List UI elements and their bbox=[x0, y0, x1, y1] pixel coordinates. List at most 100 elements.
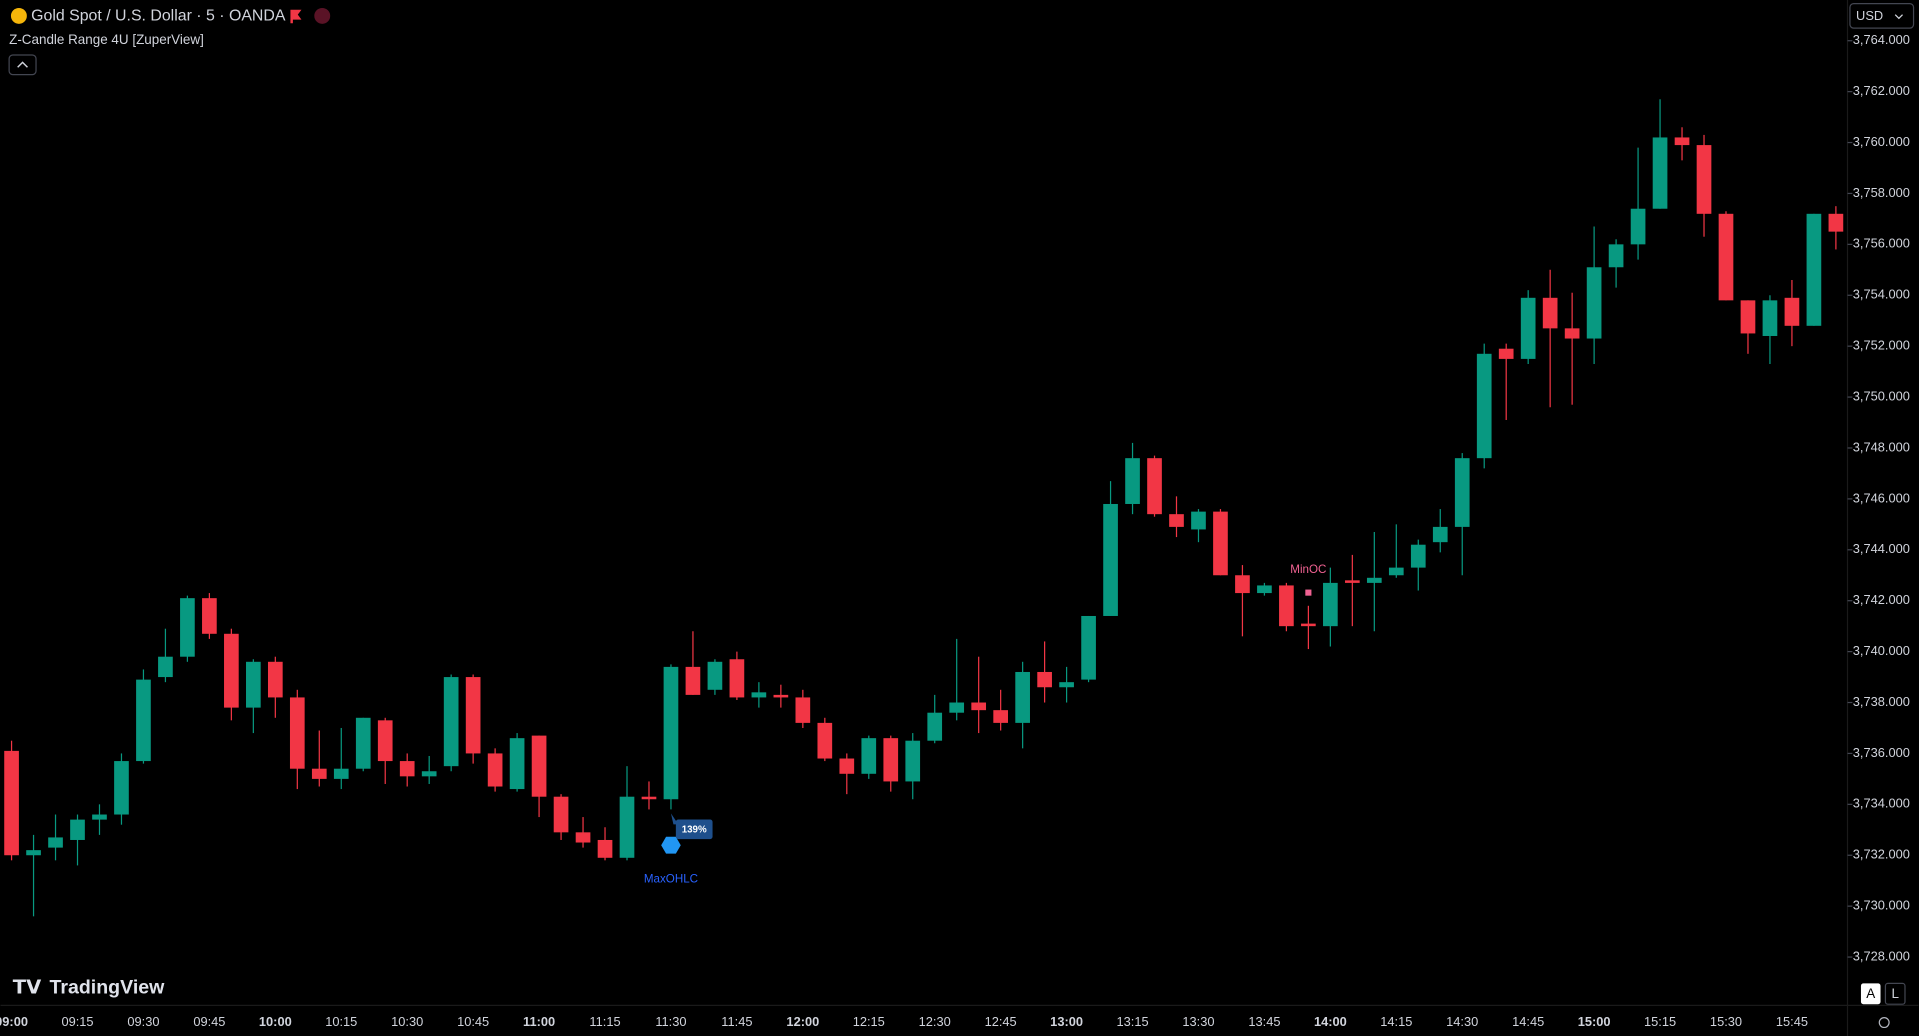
y-tick-label: 3,730.000 bbox=[1853, 898, 1910, 913]
symbol-title: Gold Spot / U.S. Dollar · 5 · OANDA bbox=[31, 8, 286, 25]
candle-body bbox=[1103, 503, 1118, 616]
candle-body bbox=[48, 837, 63, 848]
candle-body bbox=[224, 633, 239, 708]
x-tick-label: 13:15 bbox=[1116, 1014, 1148, 1029]
candle-body bbox=[1191, 511, 1206, 530]
candle-body bbox=[707, 661, 723, 690]
candle-body bbox=[1410, 544, 1426, 568]
y-tick-label: 3,728.000 bbox=[1853, 948, 1910, 963]
candle-body bbox=[377, 720, 393, 762]
x-tick-label: 12:30 bbox=[919, 1014, 951, 1029]
x-tick-label: 11:00 bbox=[523, 1014, 555, 1029]
x-tick-label: 11:30 bbox=[655, 1014, 686, 1029]
y-tick-label: 3,738.000 bbox=[1853, 694, 1910, 709]
candle-body bbox=[1630, 208, 1646, 245]
x-tick-label: 14:15 bbox=[1380, 1014, 1412, 1029]
x-tick-label: 13:30 bbox=[1182, 1014, 1214, 1029]
candle-body bbox=[311, 768, 327, 779]
collapse-icon bbox=[17, 61, 28, 68]
status-icon bbox=[314, 7, 331, 24]
candle-body bbox=[267, 661, 283, 698]
candle-body bbox=[289, 697, 305, 769]
x-tick-label: 15:30 bbox=[1710, 1014, 1742, 1029]
pct-box bbox=[675, 819, 713, 840]
log-scale-button[interactable] bbox=[1884, 982, 1906, 1005]
x-tick-label: 12:15 bbox=[853, 1014, 885, 1029]
candle-body bbox=[839, 758, 855, 774]
candle-body bbox=[531, 735, 547, 797]
flag-icon[interactable] bbox=[290, 9, 302, 24]
x-tick-label: 11:15 bbox=[589, 1014, 620, 1029]
logo-mark: 𝗧𝗩 bbox=[13, 976, 42, 998]
candle-body bbox=[1674, 137, 1690, 146]
candle-body bbox=[509, 738, 525, 790]
candle-body bbox=[355, 717, 371, 769]
candle-body bbox=[1762, 300, 1778, 336]
candle-body bbox=[1169, 514, 1184, 527]
candle-body bbox=[1828, 213, 1844, 232]
candle-body bbox=[1257, 585, 1272, 594]
candle-body bbox=[1213, 511, 1228, 576]
currency-button[interactable] bbox=[1849, 3, 1915, 29]
candle-body bbox=[26, 850, 41, 856]
candle-body bbox=[1806, 213, 1822, 326]
candle-body bbox=[795, 697, 811, 723]
x-tick-label: 10:45 bbox=[457, 1014, 489, 1029]
candle-body bbox=[1388, 567, 1404, 576]
candle-body bbox=[246, 661, 261, 708]
y-tick-label: 3,746.000 bbox=[1853, 490, 1910, 505]
candle-body bbox=[817, 722, 833, 759]
x-tick-label: 14:45 bbox=[1512, 1014, 1544, 1029]
x-tick-label: 09:15 bbox=[61, 1014, 93, 1029]
y-tick-label: 3,748.000 bbox=[1853, 439, 1910, 454]
candle-body bbox=[443, 677, 459, 767]
candle-body bbox=[1498, 348, 1514, 359]
y-tick-label: 3,756.000 bbox=[1853, 236, 1910, 251]
candle-body bbox=[751, 692, 767, 698]
auto-scale-button[interactable] bbox=[1860, 983, 1881, 1005]
candle-body bbox=[1344, 580, 1360, 583]
candle-body bbox=[1784, 297, 1800, 326]
candle-body bbox=[1015, 671, 1030, 723]
candle-body bbox=[1147, 458, 1162, 515]
candle-body bbox=[1037, 671, 1052, 688]
candle-body bbox=[773, 694, 789, 698]
candle-body bbox=[1125, 458, 1140, 504]
candle-body bbox=[1301, 623, 1316, 627]
x-tick-label: 12:45 bbox=[985, 1014, 1017, 1029]
pct-label: 139% bbox=[682, 824, 707, 835]
brand-logo: TradingView bbox=[49, 976, 165, 998]
candle-body bbox=[1740, 300, 1756, 334]
candle-body bbox=[1696, 145, 1712, 214]
candle-body bbox=[1476, 353, 1492, 459]
candle-body bbox=[971, 702, 987, 711]
candle-body bbox=[949, 702, 965, 713]
candle-body bbox=[1564, 328, 1580, 339]
candle-body bbox=[465, 677, 481, 754]
candle-body bbox=[70, 819, 85, 840]
y-tick-label: 3,762.000 bbox=[1853, 83, 1910, 98]
collapse-button[interactable] bbox=[8, 54, 37, 76]
candle-body bbox=[1652, 137, 1668, 209]
candle-body bbox=[619, 796, 635, 858]
x-tick-label: 13:00 bbox=[1050, 1014, 1083, 1029]
candle-body bbox=[927, 712, 943, 741]
x-tick-label: 15:15 bbox=[1644, 1014, 1676, 1029]
x-tick-label: 10:30 bbox=[391, 1014, 423, 1029]
currency-caret bbox=[1894, 14, 1903, 20]
x-tick-label: 09:45 bbox=[193, 1014, 225, 1029]
y-tick-label: 3,736.000 bbox=[1853, 745, 1910, 760]
candle-body bbox=[399, 761, 415, 777]
y-tick-label: 3,744.000 bbox=[1853, 541, 1910, 556]
candle-body bbox=[553, 796, 569, 833]
x-tick-label: 11:45 bbox=[721, 1014, 752, 1029]
candle-body bbox=[1520, 297, 1536, 359]
y-tick-label: 3,734.000 bbox=[1853, 796, 1910, 811]
x-tick-label: 15:45 bbox=[1776, 1014, 1808, 1029]
y-tick-label: 3,764.000 bbox=[1853, 32, 1910, 47]
settings-icon[interactable] bbox=[1878, 1017, 1890, 1029]
candle-body bbox=[4, 750, 19, 856]
candle-body bbox=[663, 666, 679, 800]
